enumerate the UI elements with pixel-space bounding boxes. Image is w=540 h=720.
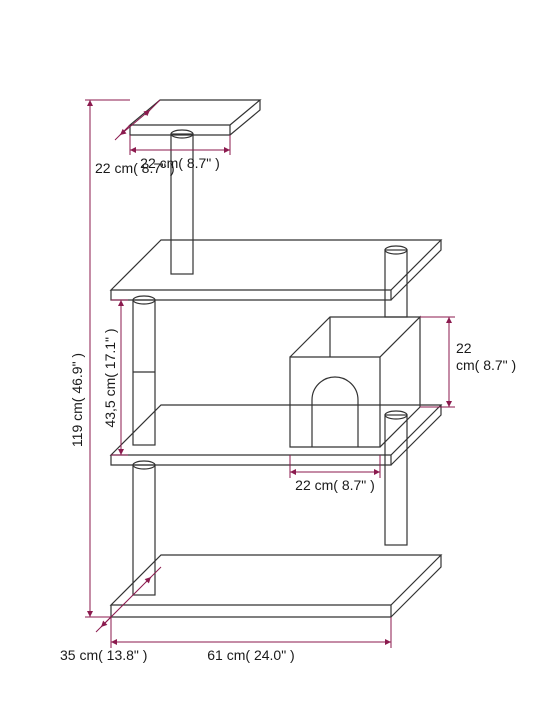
label-mid-height: 43,5 cm( 17.1" ) [102, 328, 118, 427]
label-box-height-num: 22 [456, 340, 472, 356]
post-lower-left [133, 461, 155, 595]
label-height-total: 119 cm( 46.9" ) [69, 353, 85, 447]
post-mid-right [385, 246, 407, 317]
cat-tree-outline [111, 100, 441, 617]
top-platform [130, 100, 260, 135]
base-slab [111, 555, 441, 617]
label-base-width: 61 cm( 24.0" ) [207, 647, 294, 663]
label-box-width: 22 cm( 8.7" ) [295, 477, 375, 493]
post-top [171, 130, 193, 274]
cat-condo-box [290, 317, 420, 447]
shelf-upper [111, 240, 441, 300]
label-base-depth: 35 cm( 13.8" ) [60, 647, 147, 663]
label-top-width: 22 cm( 8.7" ) [140, 155, 220, 171]
label-box-height-unit: cm( 8.7" ) [456, 357, 516, 373]
diagram-canvas: 119 cm( 46.9" ) 22 cm( 8.7" ) 22 cm( 8.7… [0, 0, 540, 720]
dimension-lines [85, 100, 455, 648]
